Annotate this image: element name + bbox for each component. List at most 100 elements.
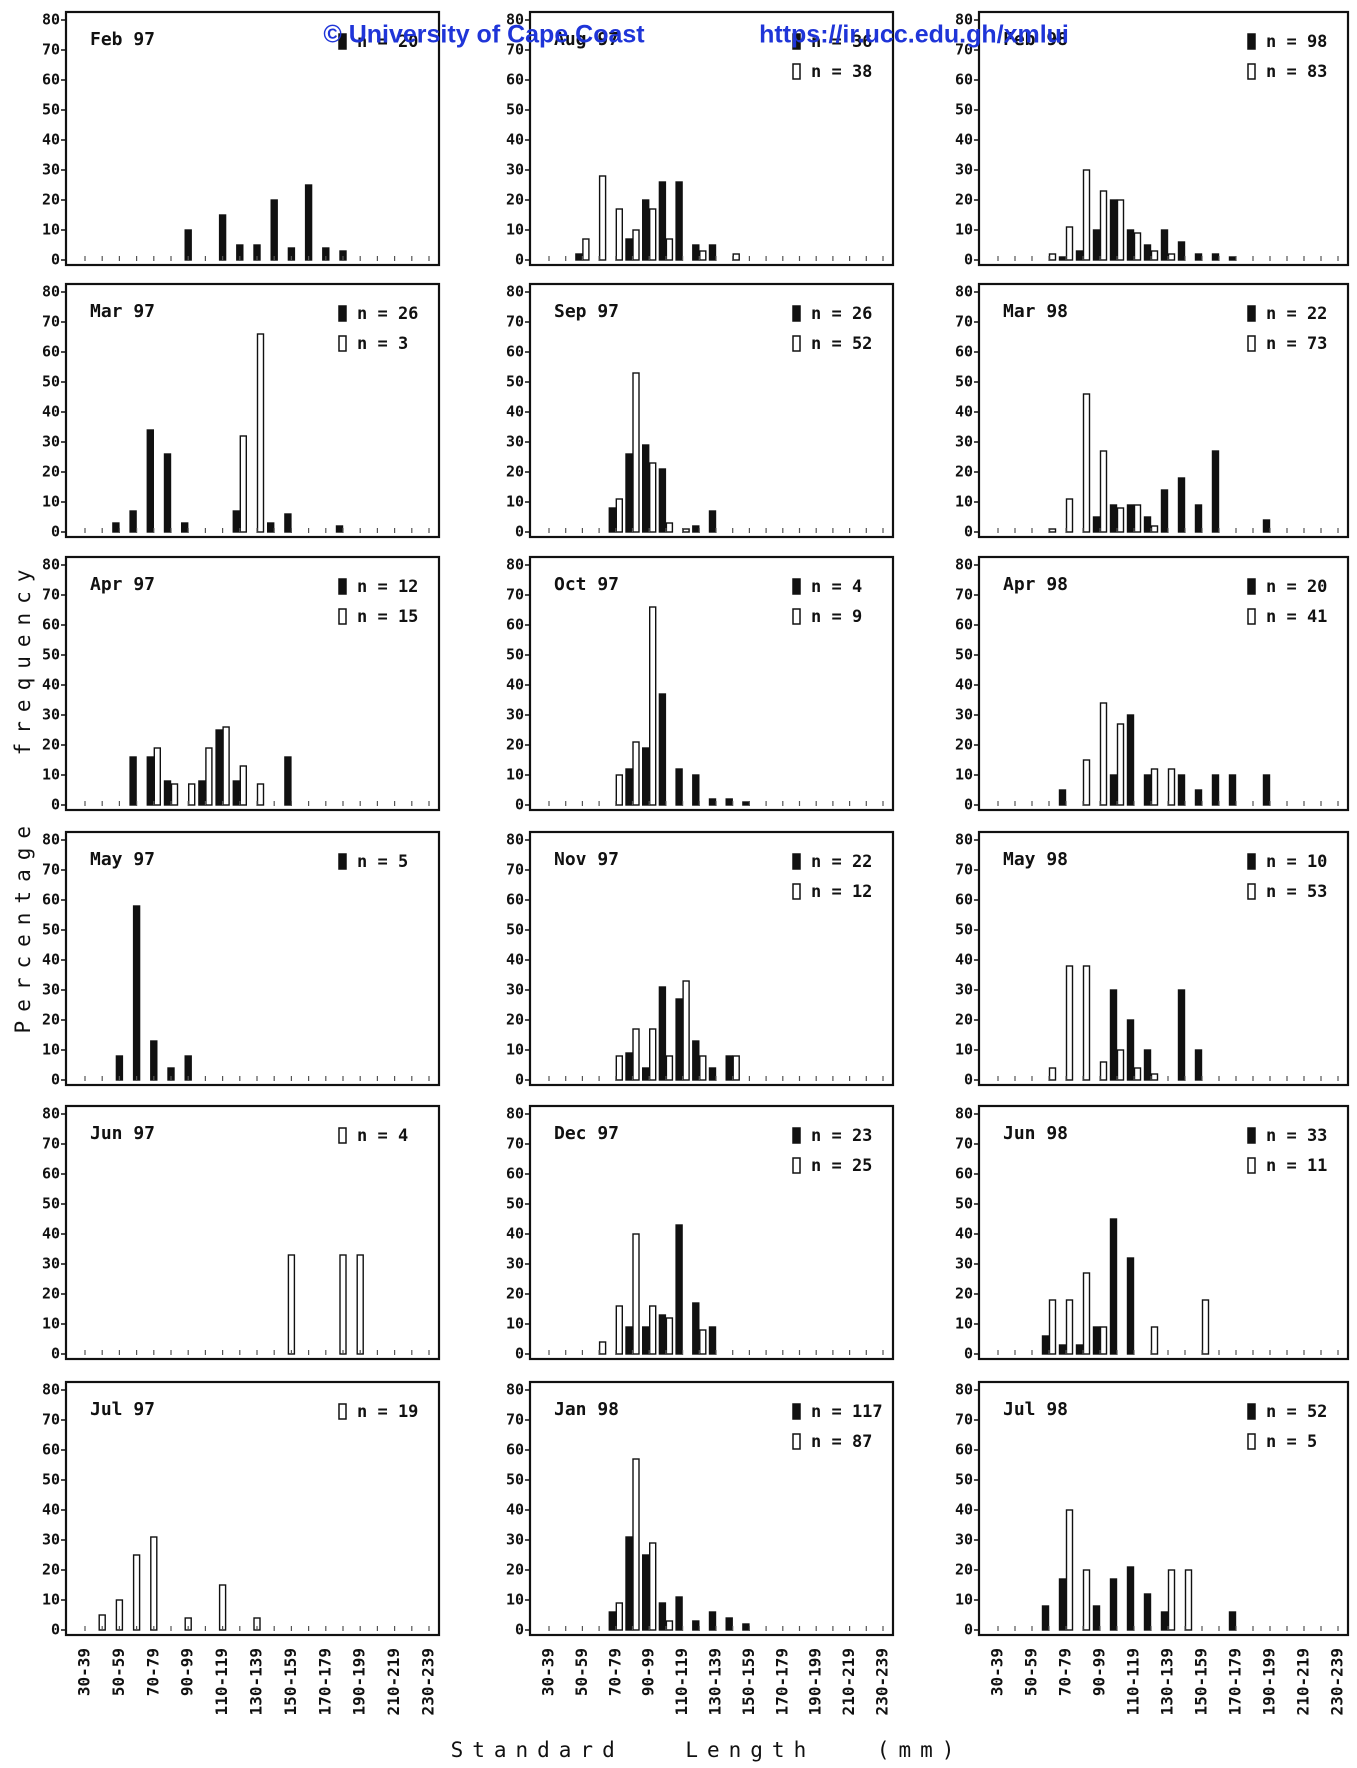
legend-marker (792, 305, 801, 322)
y-tick-label: 80 (955, 11, 973, 29)
x-tick-label: 90-99 (639, 1648, 658, 1696)
bar (708, 1611, 717, 1631)
bar (658, 181, 667, 261)
bar (1150, 768, 1159, 806)
legend-label: n = 22 (1266, 304, 1327, 324)
panel-title: Sep 97 (554, 301, 619, 322)
y-tick-label: 70 (506, 313, 524, 331)
panel-frame (64, 10, 441, 267)
y-tick-label: 80 (42, 1381, 60, 1399)
bar (1194, 253, 1203, 261)
y-tick-label: 20 (955, 463, 973, 481)
bar (625, 453, 633, 533)
x-tick-label: 210-219 (839, 1648, 858, 1715)
x-axis-label: Standard Length (mm) (451, 1738, 964, 1762)
y-tick-label: 60 (42, 71, 60, 89)
bar (1092, 229, 1101, 261)
bar (675, 1596, 683, 1631)
bar (632, 372, 640, 533)
x-tick-label: 90-99 (178, 1648, 197, 1696)
legend-label: n = 5 (357, 852, 408, 872)
bar (642, 199, 650, 261)
y-tick-label: 20 (42, 463, 60, 481)
y-tick-label: 10 (42, 221, 60, 239)
bar (1109, 199, 1118, 261)
bar (632, 1233, 640, 1355)
bar (1126, 1566, 1135, 1631)
bar (1109, 1218, 1118, 1355)
panel-frame (528, 830, 895, 1087)
y-tick-label: 30 (506, 981, 524, 999)
x-tick-label: 30-39 (539, 1648, 558, 1696)
bar (335, 525, 344, 533)
panel-title: Feb 97 (90, 29, 155, 50)
y-tick-label: 40 (42, 951, 60, 969)
y-tick-label: 0 (515, 523, 524, 541)
bar (129, 510, 137, 533)
bar (649, 462, 657, 533)
bar (665, 522, 674, 533)
y-tick-label: 40 (42, 1225, 60, 1243)
bar (692, 244, 700, 261)
bar (339, 1254, 347, 1355)
bar (1177, 241, 1186, 261)
bar (218, 214, 227, 261)
legend-marker (1247, 63, 1256, 80)
legend-marker (792, 33, 801, 50)
legend-label: n = 73 (1266, 334, 1327, 354)
y-tick-label: 30 (42, 1255, 60, 1273)
y-tick-label: 10 (955, 1591, 973, 1609)
panel-title: Jul 97 (90, 1399, 155, 1420)
x-tick-label: 230-239 (419, 1648, 438, 1715)
panel-frame (64, 1104, 441, 1361)
y-tick-label: 50 (42, 373, 60, 391)
bar (163, 780, 172, 806)
watermark-copyright: © University of Cape Coast (323, 21, 645, 49)
y-tick-label: 0 (515, 796, 524, 814)
bar (1167, 253, 1176, 261)
y-tick-label: 80 (506, 283, 524, 301)
y-tick-label: 70 (955, 1411, 973, 1429)
panel-title: May 98 (1003, 849, 1068, 870)
y-tick-label: 80 (506, 831, 524, 849)
bar (1048, 528, 1057, 533)
panel-frame (977, 10, 1350, 267)
y-tick-label: 70 (42, 1411, 60, 1429)
y-tick-label: 20 (506, 1561, 524, 1579)
bar (1177, 774, 1186, 806)
bar (129, 756, 137, 806)
bar (1082, 1272, 1091, 1355)
legend-label: n = 12 (357, 577, 418, 597)
y-tick-label: 10 (42, 1041, 60, 1059)
y-tick-label: 40 (955, 1501, 973, 1519)
y-tick-label: 70 (506, 1411, 524, 1429)
bar (1201, 1299, 1210, 1355)
x-tick-label: 190-199 (350, 1648, 369, 1715)
bar (1150, 250, 1159, 261)
y-tick-label: 10 (955, 221, 973, 239)
bar (1048, 253, 1057, 261)
bar (598, 1341, 607, 1355)
y-tick-label: 80 (42, 556, 60, 574)
y-tick-label: 10 (506, 766, 524, 784)
legend-marker (1247, 1157, 1256, 1174)
legend-label: n = 98 (1266, 32, 1327, 52)
bar (1116, 199, 1125, 261)
y-tick-label: 40 (955, 676, 973, 694)
y-tick-label: 20 (42, 1285, 60, 1303)
y-tick-label: 0 (964, 1071, 973, 1089)
bar (675, 1224, 683, 1355)
y-tick-label: 70 (506, 1135, 524, 1153)
y-tick-label: 60 (506, 1165, 524, 1183)
bar (1150, 1073, 1159, 1081)
bar (649, 1028, 657, 1081)
legend-marker (792, 1157, 801, 1174)
bar (1092, 1605, 1101, 1631)
y-tick-label: 40 (506, 951, 524, 969)
x-tick-label: 150-159 (739, 1648, 758, 1715)
y-tick-label: 50 (42, 1471, 60, 1489)
bar (150, 1536, 158, 1631)
bar (649, 1305, 657, 1355)
bar (1160, 489, 1169, 533)
